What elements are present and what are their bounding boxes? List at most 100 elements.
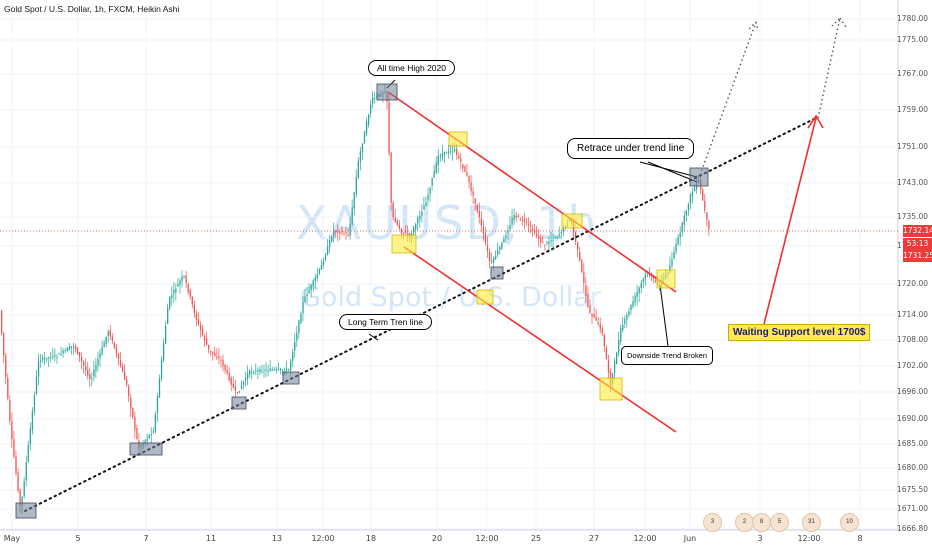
candle-body (87, 369, 89, 376)
candle-body (464, 166, 466, 172)
candle-body (85, 366, 87, 370)
candle-body (490, 260, 493, 262)
candle-body (19, 489, 21, 506)
candle-body (441, 153, 444, 156)
candle-body (126, 379, 128, 385)
candle-body (257, 370, 259, 372)
calendar-event-flag[interactable]: 5 (770, 513, 789, 532)
candle-body (74, 345, 77, 350)
callout-pointer (659, 284, 669, 347)
candle-body (175, 288, 177, 293)
time-tick-label: 13 (271, 534, 283, 543)
candle-body (478, 210, 480, 218)
highlight-box-gray (490, 266, 504, 280)
candle-body (304, 296, 306, 302)
candle-body (160, 360, 163, 379)
candle-body (361, 143, 364, 153)
candle-body (406, 233, 409, 235)
candle-body (433, 171, 435, 178)
candle-body (480, 218, 482, 226)
candle-body (232, 383, 234, 388)
last-price-tag: 1732.14 (903, 225, 932, 237)
candle-body (265, 369, 267, 371)
candle-body (613, 361, 616, 373)
candle-body (468, 175, 470, 183)
candle-body (99, 353, 101, 359)
candle-body (236, 391, 239, 393)
candle-body (130, 397, 132, 409)
candle-body (121, 366, 124, 372)
candle-body (601, 328, 603, 334)
price-tick-label: 1751.00 (896, 142, 928, 151)
support-level-label[interactable]: Waiting Support level 1700$ (728, 324, 875, 345)
highlight-box-yellow (656, 269, 676, 289)
candle-body (93, 369, 95, 377)
candle-body (226, 369, 228, 374)
candle-body (283, 371, 286, 373)
candle-body (171, 295, 173, 298)
candle-body (687, 203, 690, 211)
highlight-box-gray (689, 167, 709, 187)
candle-body (652, 277, 655, 279)
countdown-tag: 53:13 (903, 238, 932, 250)
candle-body (193, 304, 195, 314)
support-projection-line (763, 117, 817, 325)
candle-body (534, 231, 536, 233)
candle-body (152, 431, 154, 433)
candle-body (199, 324, 202, 330)
price-tick-label: 1708.00 (896, 335, 928, 344)
candle-body (240, 385, 243, 389)
candle-body (587, 293, 589, 307)
candle-body (167, 307, 169, 325)
candle-body (429, 188, 431, 194)
candle-body (314, 277, 316, 281)
candle-body (101, 347, 103, 355)
candle-body (452, 151, 454, 153)
drawings (0, 15, 898, 519)
candle-body (488, 251, 491, 261)
candle-body (310, 284, 312, 291)
candle-body (603, 334, 605, 347)
candle-body (493, 257, 495, 264)
candle-body (704, 201, 706, 211)
calendar-event-flag[interactable]: 31 (802, 513, 821, 532)
callout-long-term-trend[interactable]: Long Term Tren line (339, 314, 432, 330)
candle-body (335, 230, 337, 232)
candle-body (247, 373, 249, 380)
calendar-event-flag[interactable]: 3 (703, 513, 722, 532)
price-tick-label: 1680.00 (896, 463, 928, 472)
channel-lower-line (403, 246, 677, 433)
candle-body (654, 279, 657, 281)
candle-body (626, 314, 628, 320)
candle-body (484, 233, 487, 244)
callout-all-time-high[interactable]: All time High 2020 (368, 60, 455, 76)
candle-body (218, 356, 220, 359)
candle-body (669, 265, 671, 273)
candle-body (513, 214, 515, 221)
candle-body (685, 210, 687, 216)
candle-body (439, 155, 441, 157)
candle-body (599, 323, 601, 330)
candle-body (95, 364, 97, 372)
calendar-event-flag[interactable]: 8 (752, 513, 771, 532)
candle-body (550, 240, 552, 242)
candle-body (242, 381, 245, 385)
candle-body (583, 271, 585, 284)
candle-body (165, 326, 167, 344)
time-tick-label: 12:00 (311, 534, 335, 543)
candle-body (146, 438, 148, 442)
candle-body (263, 369, 265, 371)
candle-body (497, 250, 499, 255)
candle-body (460, 158, 462, 162)
candle-body (13, 439, 15, 457)
price-tick-label: 1780.00 (896, 14, 928, 23)
callout-retrace[interactable]: Retrace under trend line (567, 138, 695, 159)
candle-body (210, 350, 212, 352)
calendar-event-flag[interactable]: 10 (840, 513, 859, 532)
callout-downside-broken[interactable]: Downside Trend Broken (621, 346, 714, 365)
candle-body (359, 151, 362, 162)
candle-body (632, 301, 634, 307)
candle-body (230, 378, 232, 385)
